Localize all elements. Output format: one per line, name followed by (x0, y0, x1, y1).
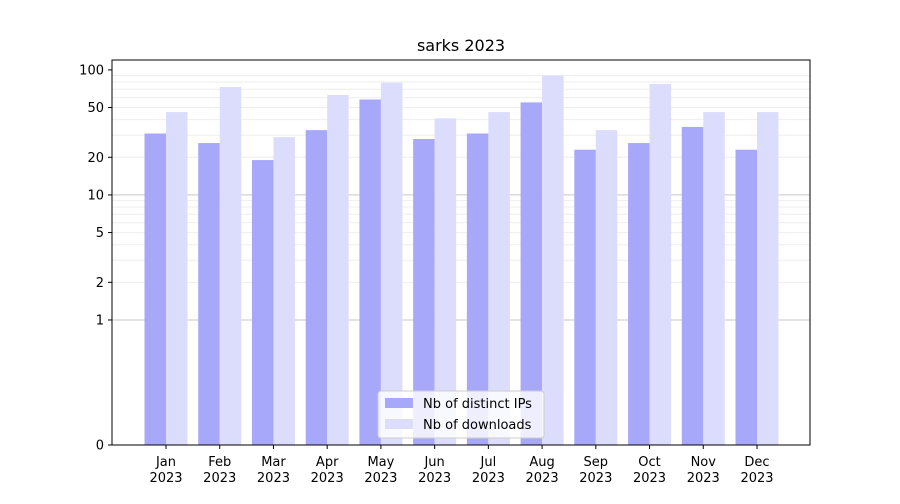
bar-downloads (219, 86, 242, 445)
bar-distinct-ips (681, 126, 704, 446)
x-tick-label-month: Jun (423, 455, 444, 470)
bar-downloads (434, 118, 457, 445)
bar-downloads (542, 75, 564, 446)
x-tick-label-year: 2023 (311, 471, 344, 486)
x-tick-label-year: 2023 (740, 471, 773, 486)
x-tick-label-month: Dec (744, 455, 769, 470)
bar-distinct-ips (144, 133, 166, 445)
y-tick-label: 1 (96, 313, 104, 328)
bar-distinct-ips (466, 133, 489, 445)
bar-distinct-ips (735, 149, 757, 446)
bar-downloads (273, 137, 295, 445)
legend-label: Nb of distinct IPs (423, 397, 532, 412)
x-tick-label-month: May (367, 455, 394, 470)
x-tick-label-year: 2023 (257, 471, 290, 486)
bar-distinct-ips (520, 102, 543, 445)
y-tick-label: 0 (96, 439, 104, 454)
x-tick-label-year: 2023 (687, 471, 720, 486)
x-tick-label-year: 2023 (633, 471, 666, 486)
bar-distinct-ips (251, 160, 274, 445)
bar-downloads (327, 94, 349, 446)
bar-downloads (380, 82, 403, 445)
x-tick-label-year: 2023 (149, 471, 182, 486)
bar-distinct-ips (198, 143, 220, 445)
x-tick-label-month: Apr (316, 455, 339, 470)
x-tick-label-month: Jan (155, 455, 176, 470)
bar-downloads (703, 112, 725, 445)
bar-distinct-ips (359, 99, 381, 446)
bar-downloads (595, 130, 618, 445)
y-tick-label: 50 (87, 101, 104, 116)
y-axis: 0 1 2 5 10 20 50 100 (79, 63, 112, 454)
x-tick-label-month: Aug (529, 455, 554, 470)
x-tick-label-year: 2023 (579, 471, 612, 486)
y-tick-label: 10 (87, 188, 104, 203)
bar-downloads (757, 112, 779, 445)
chart-title: sarks 2023 (417, 36, 505, 55)
x-tick-label-year: 2023 (472, 471, 505, 486)
legend-label: Nb of downloads (423, 418, 532, 433)
legend-swatch (385, 419, 413, 429)
x-tick-label-month: Feb (208, 455, 231, 470)
x-tick-label-month: Mar (261, 455, 286, 470)
legend-box (377, 390, 545, 439)
bar-downloads (488, 112, 510, 445)
x-tick-label-year: 2023 (364, 471, 397, 486)
y-tick-label: 5 (96, 226, 104, 241)
bar-distinct-ips (413, 139, 435, 445)
bar-distinct-ips (305, 130, 328, 445)
plot-area (111, 59, 811, 446)
legend-swatch (385, 398, 413, 408)
x-tick-label-month: Oct (638, 455, 660, 470)
bar-downloads (166, 112, 188, 445)
y-tick-label: 100 (79, 63, 104, 78)
x-tick-label-year: 2023 (418, 471, 451, 486)
x-tick-label-year: 2023 (203, 471, 236, 486)
bar-distinct-ips (574, 149, 596, 446)
x-tick-label-month: Nov (691, 455, 717, 470)
x-axis: Jan2023Feb2023Mar2023Apr2023May2023Jun20… (149, 445, 774, 486)
bar-downloads (649, 84, 672, 446)
x-tick-label-month: Jul (480, 455, 497, 470)
y-tick-label: 20 (87, 151, 104, 166)
legend: Nb of distinct IPs Nb of downloads (377, 390, 545, 439)
x-tick-label-year: 2023 (526, 471, 559, 486)
bars (144, 75, 779, 446)
x-tick-label-month: Sep (584, 455, 609, 470)
y-tick-label: 2 (96, 276, 104, 291)
bar-distinct-ips (628, 143, 650, 445)
